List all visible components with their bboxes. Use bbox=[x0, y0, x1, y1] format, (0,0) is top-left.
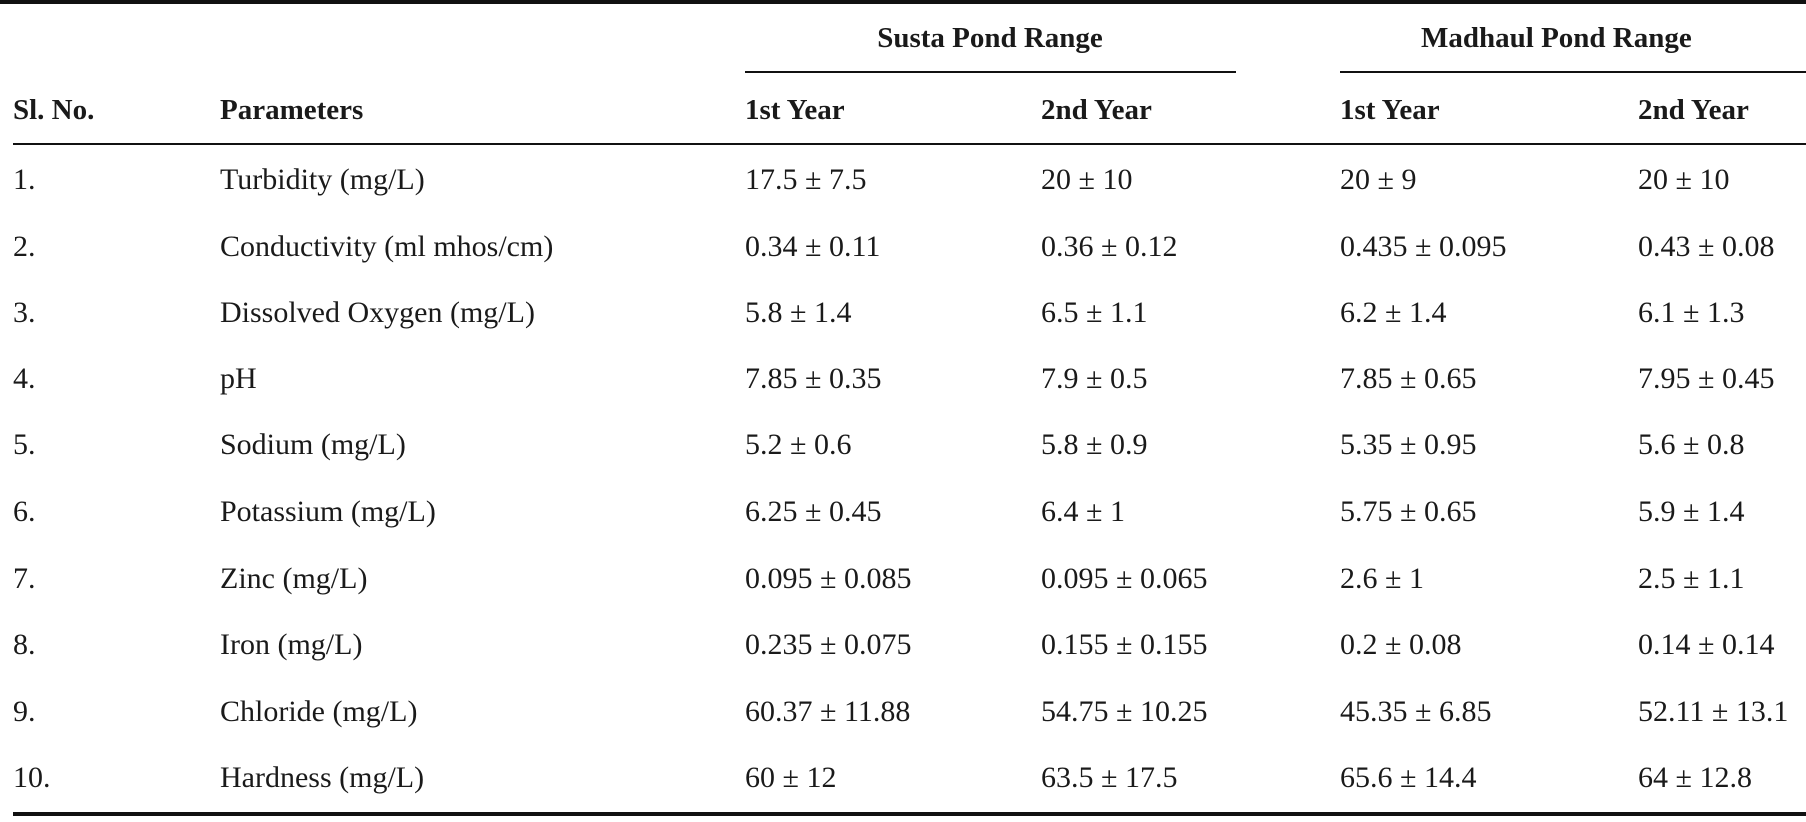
cell-madhaul-2nd-year: 5.6 ± 0.8 bbox=[1638, 428, 1745, 461]
cell-susta-1st-year: 17.5 ± 7.5 bbox=[745, 163, 867, 196]
cell-sl-no: 3. bbox=[13, 296, 36, 329]
cell-susta-1st-year: 60.37 ± 11.88 bbox=[745, 695, 911, 728]
cell-susta-2nd-year: 54.75 ± 10.25 bbox=[1041, 695, 1208, 728]
cell-parameter: Zinc (mg/L) bbox=[220, 562, 368, 595]
group-rule-madhaul bbox=[1340, 71, 1806, 73]
group-header-susta: Susta Pond Range bbox=[877, 22, 1103, 54]
header-rule bbox=[13, 143, 1806, 145]
cell-madhaul-1st-year: 5.35 ± 0.95 bbox=[1340, 428, 1477, 461]
cell-sl-no: 7. bbox=[13, 562, 36, 595]
cell-sl-no: 8. bbox=[13, 628, 36, 661]
header-susta-2nd-year: 2nd Year bbox=[1041, 94, 1152, 126]
cell-susta-2nd-year: 0.155 ± 0.155 bbox=[1041, 628, 1208, 661]
cell-susta-1st-year: 5.8 ± 1.4 bbox=[745, 296, 852, 329]
cell-parameter: Iron (mg/L) bbox=[220, 628, 363, 661]
cell-parameter: Dissolved Oxygen (mg/L) bbox=[220, 296, 535, 329]
cell-susta-1st-year: 0.34 ± 0.11 bbox=[745, 230, 881, 263]
cell-madhaul-1st-year: 0.435 ± 0.095 bbox=[1340, 230, 1507, 263]
cell-susta-2nd-year: 7.9 ± 0.5 bbox=[1041, 362, 1148, 395]
cell-sl-no: 4. bbox=[13, 362, 36, 395]
cell-susta-2nd-year: 6.5 ± 1.1 bbox=[1041, 296, 1148, 329]
cell-sl-no: 2. bbox=[13, 230, 36, 263]
cell-madhaul-2nd-year: 64 ± 12.8 bbox=[1638, 761, 1752, 794]
cell-susta-1st-year: 7.85 ± 0.35 bbox=[745, 362, 882, 395]
cell-madhaul-2nd-year: 0.14 ± 0.14 bbox=[1638, 628, 1775, 661]
cell-sl-no: 6. bbox=[13, 495, 36, 528]
bottom-rule bbox=[13, 812, 1806, 816]
header-susta-1st-year: 1st Year bbox=[745, 94, 845, 126]
cell-sl-no: 10. bbox=[13, 761, 51, 794]
cell-susta-2nd-year: 0.36 ± 0.12 bbox=[1041, 230, 1178, 263]
cell-parameter: Hardness (mg/L) bbox=[220, 761, 425, 794]
cell-madhaul-2nd-year: 7.95 ± 0.45 bbox=[1638, 362, 1775, 395]
cell-parameter: Conductivity (ml mhos/cm) bbox=[220, 230, 554, 263]
cell-madhaul-2nd-year: 2.5 ± 1.1 bbox=[1638, 562, 1745, 595]
cell-madhaul-2nd-year: 6.1 ± 1.3 bbox=[1638, 296, 1745, 329]
cell-madhaul-2nd-year: 5.9 ± 1.4 bbox=[1638, 495, 1745, 528]
cell-susta-2nd-year: 6.4 ± 1 bbox=[1041, 495, 1125, 528]
cell-susta-1st-year: 0.235 ± 0.075 bbox=[745, 628, 912, 661]
cell-madhaul-2nd-year: 20 ± 10 bbox=[1638, 163, 1730, 196]
header-madhaul-2nd-year: 2nd Year bbox=[1638, 94, 1749, 126]
cell-sl-no: 1. bbox=[13, 163, 36, 196]
header-sl-no: Sl. No. bbox=[13, 94, 95, 126]
header-parameters: Parameters bbox=[220, 94, 364, 126]
cell-parameter: pH bbox=[220, 362, 257, 395]
cell-parameter: Potassium (mg/L) bbox=[220, 495, 436, 528]
cell-madhaul-1st-year: 2.6 ± 1 bbox=[1340, 562, 1424, 595]
cell-susta-2nd-year: 5.8 ± 0.9 bbox=[1041, 428, 1148, 461]
cell-susta-1st-year: 60 ± 12 bbox=[745, 761, 837, 794]
cell-madhaul-1st-year: 7.85 ± 0.65 bbox=[1340, 362, 1477, 395]
header-madhaul-1st-year: 1st Year bbox=[1340, 94, 1440, 126]
cell-susta-1st-year: 6.25 ± 0.45 bbox=[745, 495, 882, 528]
cell-madhaul-2nd-year: 0.43 ± 0.08 bbox=[1638, 230, 1775, 263]
cell-sl-no: 5. bbox=[13, 428, 36, 461]
cell-madhaul-1st-year: 65.6 ± 14.4 bbox=[1340, 761, 1477, 794]
cell-madhaul-1st-year: 0.2 ± 0.08 bbox=[1340, 628, 1462, 661]
cell-madhaul-2nd-year: 52.11 ± 13.1 bbox=[1638, 695, 1789, 728]
cell-susta-2nd-year: 20 ± 10 bbox=[1041, 163, 1133, 196]
cell-sl-no: 9. bbox=[13, 695, 36, 728]
top-rule bbox=[0, 0, 1806, 4]
cell-madhaul-1st-year: 20 ± 9 bbox=[1340, 163, 1417, 196]
cell-parameter: Chloride (mg/L) bbox=[220, 695, 418, 728]
group-header-madhaul: Madhaul Pond Range bbox=[1421, 22, 1692, 54]
cell-madhaul-1st-year: 45.35 ± 6.85 bbox=[1340, 695, 1492, 728]
cell-madhaul-1st-year: 5.75 ± 0.65 bbox=[1340, 495, 1477, 528]
cell-parameter: Turbidity (mg/L) bbox=[220, 163, 425, 196]
cell-susta-2nd-year: 0.095 ± 0.065 bbox=[1041, 562, 1208, 595]
cell-susta-1st-year: 5.2 ± 0.6 bbox=[745, 428, 852, 461]
cell-parameter: Sodium (mg/L) bbox=[220, 428, 406, 461]
group-rule-susta bbox=[745, 71, 1236, 73]
cell-susta-2nd-year: 63.5 ± 17.5 bbox=[1041, 761, 1178, 794]
cell-susta-1st-year: 0.095 ± 0.085 bbox=[745, 562, 912, 595]
cell-madhaul-1st-year: 6.2 ± 1.4 bbox=[1340, 296, 1447, 329]
